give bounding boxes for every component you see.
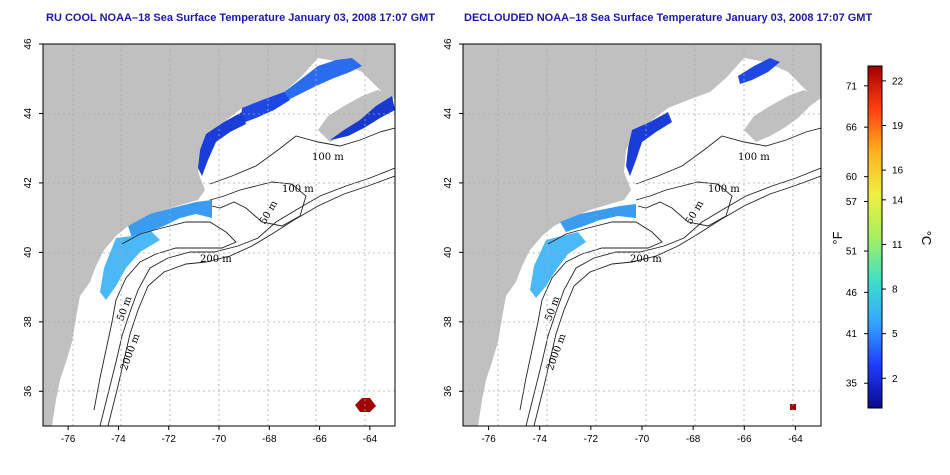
colorbar-f-tick-label: 57 (846, 197, 858, 208)
colorbar-f-tick-label: 71 (846, 81, 858, 92)
right-lat-tick-label: 36 (443, 385, 454, 397)
colorbar-fahrenheit-ticks: 71 66 60 57 51 46 41 35 (846, 81, 868, 390)
left-lon-tick-label: -76 (61, 434, 76, 445)
colorbar-c-tick-label: 19 (892, 121, 904, 132)
right-lon-tick-label: -74 (532, 434, 547, 445)
left-map-title: RU COOL NOAA–18 Sea Surface Temperature … (46, 12, 436, 24)
right-lon-tick-labels: -76 -74 -72 -70 -68 -66 -64 (481, 426, 803, 445)
right-lon-tick-label: -68 (686, 434, 701, 445)
left-lon-tick-label: -72 (161, 434, 176, 445)
right-lon-tick-label: -64 (788, 434, 803, 445)
left-contours (93, 127, 395, 426)
right-sst-patches (530, 58, 796, 410)
left-gridlines (43, 44, 395, 426)
left-map-panel: 100 m 100 m 50 m 200 m 50 m 2000 m -76 -7… (23, 38, 396, 445)
colorbar-f-tick-label: 41 (846, 329, 858, 340)
right-lon-tick-label: -76 (481, 434, 496, 445)
colorbar-celsius-ticks: 22 19 16 14 11 8 5 2 (882, 76, 904, 385)
colorbar-c-tick-label: 11 (892, 240, 903, 251)
left-lat-tick-label: 42 (23, 177, 34, 189)
right-contour-label-100m-south: 100 m (708, 184, 740, 195)
right-lat-tick-label: 42 (443, 177, 454, 189)
left-land (43, 44, 395, 426)
left-lat-tick-label: 40 (23, 246, 34, 258)
left-contour-label-200m: 200 m (200, 254, 232, 265)
right-land (463, 44, 821, 426)
right-map-panel: 100 m 100 m 50 m 200 m 50 m 2000 m -76 -7… (443, 38, 822, 445)
right-lat-tick-label: 38 (443, 316, 454, 328)
colorbar-f-tick-label: 66 (846, 123, 858, 134)
colorbar-c-tick-label: 14 (892, 195, 904, 206)
right-contour-label-100m-north: 100 m (738, 152, 770, 163)
right-lat-tick-label: 40 (443, 246, 454, 258)
left-contour-label-100m-north: 100 m (312, 152, 344, 163)
colorbar-fahrenheit-label: °F (830, 231, 845, 244)
colorbar-c-tick-label: 22 (892, 76, 904, 87)
colorbar-c-tick-label: 5 (892, 329, 898, 340)
colorbar: 71 66 60 57 51 46 41 35 22 19 16 14 11 8 5 2 °F °C (830, 65, 934, 409)
colorbar-c-tick-label: 16 (892, 166, 904, 177)
right-contour-label-200m: 200 m (630, 254, 662, 265)
left-lat-tick-label: 36 (23, 385, 34, 397)
left-lon-tick-labels: -76 -74 -72 -70 -68 -66 -64 (61, 426, 378, 445)
left-lat-tick-label: 44 (23, 107, 34, 119)
left-contour-label-100m-south: 100 m (282, 184, 314, 195)
right-lat-tick-label: 46 (443, 38, 454, 50)
left-lat-tick-label: 38 (23, 316, 34, 328)
colorbar-c-tick-label: 8 (892, 285, 898, 296)
right-lon-tick-label: -66 (737, 434, 752, 445)
left-lon-tick-label: -74 (111, 434, 126, 445)
right-lon-tick-label: -72 (584, 434, 599, 445)
left-lat-tick-labels: 36 38 40 42 44 46 (23, 38, 43, 397)
right-map-title: DECLOUDED NOAA–18 Sea Surface Temperatur… (464, 12, 873, 24)
colorbar-f-tick-label: 51 (846, 247, 858, 258)
colorbar-f-tick-label: 46 (846, 288, 858, 299)
colorbar-f-tick-label: 60 (846, 172, 858, 183)
right-lon-tick-label: -70 (635, 434, 650, 445)
right-gridlines (463, 44, 821, 426)
colorbar-f-tick-label: 35 (846, 379, 858, 390)
left-lon-tick-label: -66 (312, 434, 327, 445)
right-lat-tick-label: 44 (443, 107, 454, 119)
colorbar-gradient (867, 65, 883, 409)
left-lat-tick-label: 46 (23, 38, 34, 50)
right-contours (519, 127, 821, 426)
colorbar-c-tick-label: 2 (892, 374, 898, 385)
left-lon-tick-label: -70 (212, 434, 227, 445)
colorbar-celsius-label: °C (919, 231, 934, 246)
right-lat-tick-labels: 36 38 40 42 44 46 (443, 38, 463, 397)
left-lon-tick-label: -68 (262, 434, 277, 445)
left-lon-tick-label: -64 (363, 434, 378, 445)
